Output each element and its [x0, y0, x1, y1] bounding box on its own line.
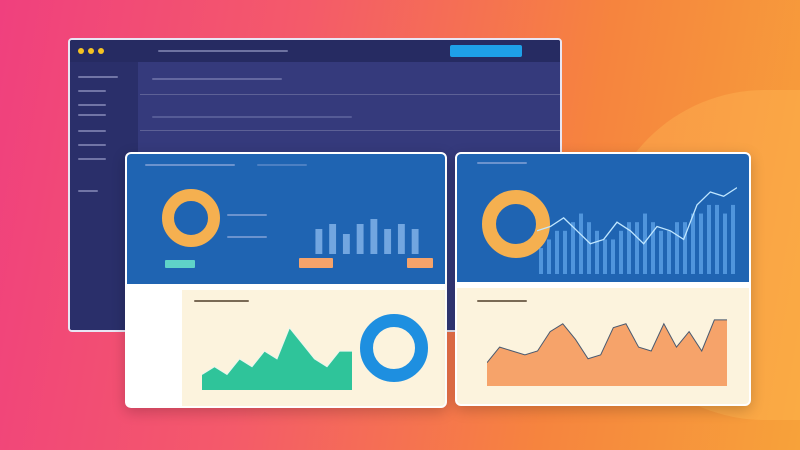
- chart-title: [194, 300, 249, 302]
- bar: [659, 230, 663, 274]
- bar: [611, 239, 615, 274]
- panel-subtitle: [257, 164, 307, 166]
- bar: [539, 248, 543, 274]
- series-line: [487, 319, 727, 363]
- bar: [699, 213, 703, 274]
- bar: [579, 213, 583, 274]
- status-chip[interactable]: [407, 258, 433, 268]
- toolbar-tabs[interactable]: [152, 78, 282, 80]
- area-chart: [487, 319, 727, 386]
- bar: [595, 230, 599, 274]
- stats-panel: [127, 154, 445, 284]
- bar: [731, 204, 735, 274]
- divider: [140, 130, 560, 131]
- area-series: [202, 327, 352, 390]
- bar: [370, 219, 378, 254]
- window-titlebar: [70, 40, 560, 62]
- bar: [651, 222, 655, 274]
- bar: [411, 229, 419, 254]
- window-dot-icon[interactable]: [88, 48, 94, 54]
- donut-chart: [360, 314, 428, 382]
- bar: [329, 224, 337, 254]
- status-chip[interactable]: [165, 260, 195, 268]
- bar: [691, 213, 695, 274]
- address-bar[interactable]: [158, 50, 288, 52]
- bar: [715, 204, 719, 274]
- bar: [675, 222, 679, 274]
- sidebar-item[interactable]: [78, 144, 106, 146]
- bar: [547, 239, 551, 274]
- bar: [342, 234, 350, 254]
- panel-title: [145, 164, 235, 166]
- sidebar-item[interactable]: [78, 158, 106, 160]
- bar: [555, 230, 559, 274]
- bar: [643, 213, 647, 274]
- bar: [397, 224, 405, 254]
- stat-label: [227, 214, 267, 216]
- sidebar-item[interactable]: [78, 90, 106, 92]
- bar: [707, 204, 711, 274]
- window-dot-icon[interactable]: [98, 48, 104, 54]
- bar: [723, 213, 727, 274]
- donut-chart-icon: [162, 189, 220, 247]
- status-chip[interactable]: [299, 258, 333, 268]
- right-dashboard-card: [455, 152, 751, 406]
- area-chart: [202, 326, 352, 390]
- bar: [667, 230, 671, 274]
- bar: [587, 222, 591, 274]
- bar: [603, 239, 607, 274]
- bar: [683, 222, 687, 274]
- panel-title: [477, 162, 527, 164]
- mini-bar-chart: [315, 219, 419, 254]
- sidebar-item[interactable]: [78, 130, 106, 132]
- sidebar-item[interactable]: [78, 104, 106, 106]
- left-dashboard-card: [125, 152, 447, 408]
- sidebar-item[interactable]: [78, 114, 106, 116]
- sidebar-item[interactable]: [78, 190, 98, 192]
- area-chart-panel: [457, 288, 749, 404]
- series-line: [202, 326, 352, 376]
- bar: [315, 229, 323, 254]
- trend-line: [537, 187, 737, 245]
- window-dot-icon[interactable]: [78, 48, 84, 54]
- bar: [356, 224, 364, 254]
- bar: [619, 230, 623, 274]
- area-series: [487, 319, 727, 386]
- table-header: [152, 116, 352, 118]
- trend-panel: [457, 154, 749, 282]
- stat-label: [227, 236, 267, 238]
- primary-button[interactable]: [450, 45, 522, 57]
- divider: [140, 94, 560, 95]
- bar: [571, 222, 575, 274]
- sidebar-item[interactable]: [78, 76, 118, 78]
- bar-line-chart: [537, 187, 737, 274]
- bar: [627, 222, 631, 274]
- bar: [635, 222, 639, 274]
- chart-title: [477, 300, 527, 302]
- area-chart-panel: [182, 290, 445, 406]
- bar: [384, 229, 392, 254]
- bar: [563, 230, 567, 274]
